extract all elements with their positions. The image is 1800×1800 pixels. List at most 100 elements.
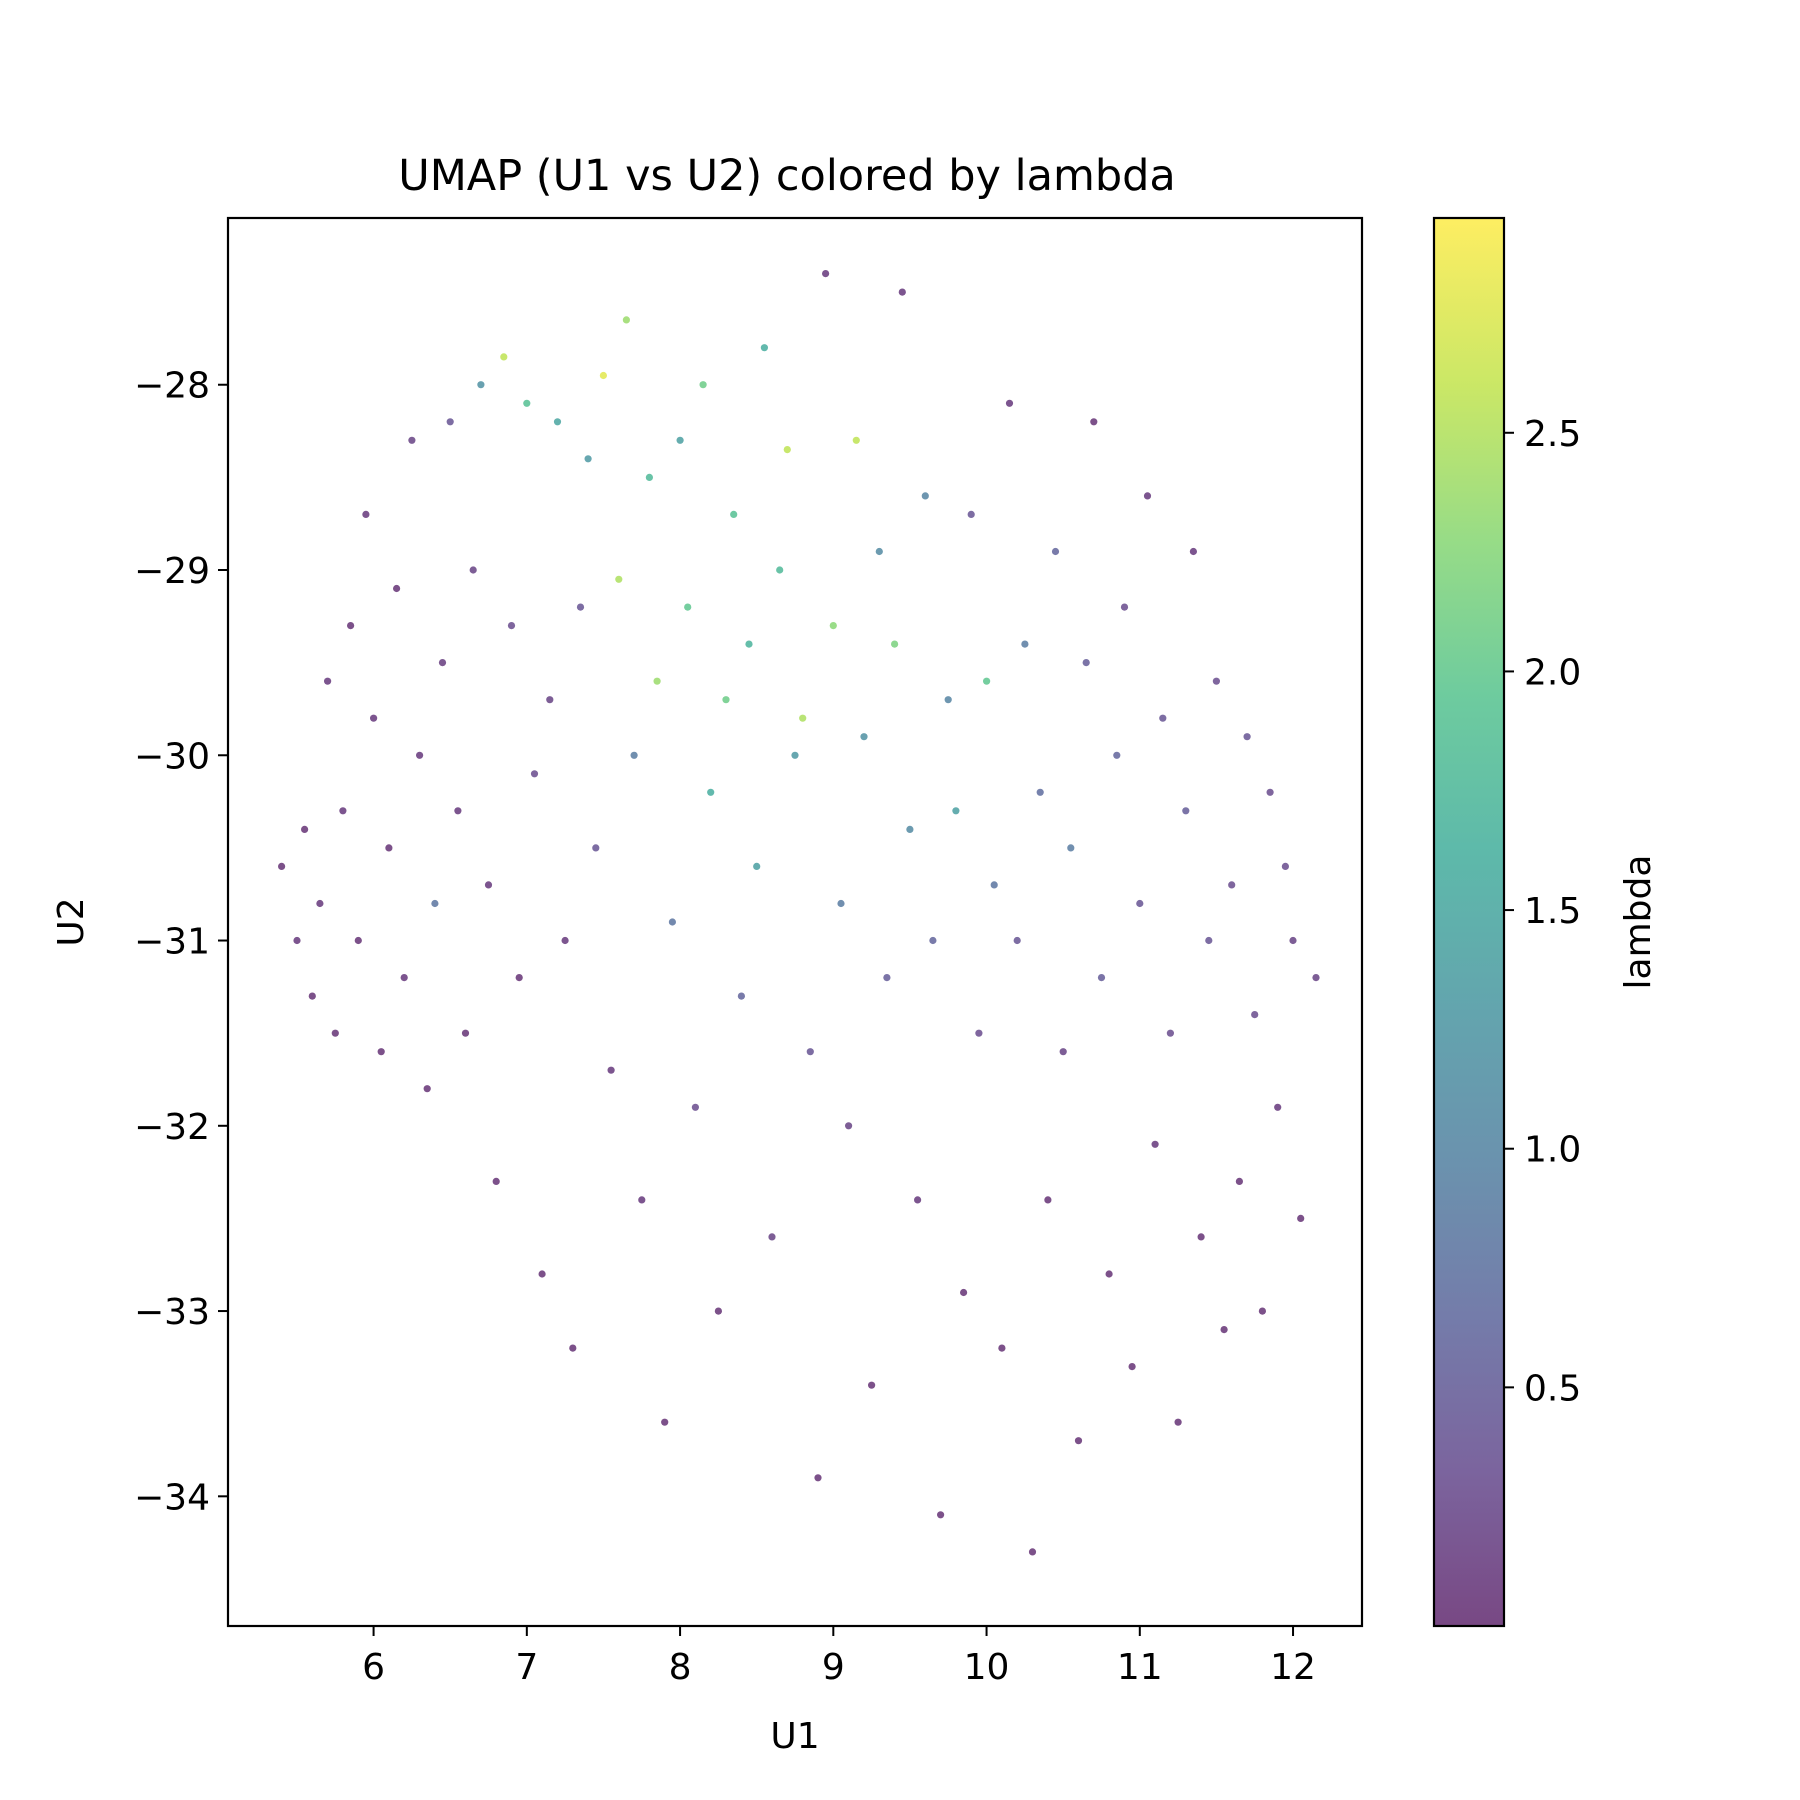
colorbar [1434,218,1504,1626]
scatter-point [293,937,300,944]
scatter-point [830,622,837,629]
scatter-point [1205,937,1212,944]
scatter-point [1175,1419,1182,1426]
scatter-point [1144,492,1151,499]
scatter-point [1037,789,1044,796]
scatter-point [324,678,331,685]
scatter-point [554,418,561,425]
scatter-point [531,770,538,777]
scatter-point [585,455,592,462]
scatter-point [1098,974,1105,981]
scatter-point [439,659,446,666]
scatter-point [814,1474,821,1481]
y-tick-label: −30 [134,736,210,777]
scatter-point [761,344,768,351]
scatter-point [401,974,408,981]
scatter-point [424,1085,431,1092]
scatter-point [1014,937,1021,944]
scatter-point [945,696,952,703]
scatter-point [845,1122,852,1129]
scatter-point [562,937,569,944]
scatter-point [784,446,791,453]
scatter-point [899,289,906,296]
x-tick-label: 8 [669,1647,692,1688]
scatter-point [991,881,998,888]
scatter-point [968,511,975,518]
scatter-point [309,993,316,1000]
scatter-point [876,548,883,555]
scatter-point [470,566,477,573]
scatter-point [1274,1104,1281,1111]
colorbar-tick-label: 0.5 [1524,1368,1581,1409]
scatter-point [362,511,369,518]
scatter-point [1029,1548,1036,1555]
scatter-point [615,576,622,583]
scatter-point [669,918,676,925]
scatter-point [730,511,737,518]
scatter-point [1297,1215,1304,1222]
scatter-point [493,1178,500,1185]
scatter-point [654,678,661,685]
colorbar-tick-label: 1.0 [1524,1130,1581,1171]
scatter-point [370,715,377,722]
y-tick-label: −28 [134,366,210,407]
scatter-point [316,900,323,907]
colorbar-ticks: 0.5 1.0 1.5 2.0 2.5 [1504,414,1581,1410]
scatter-point [1044,1196,1051,1203]
scatter-point [1259,1308,1266,1315]
y-tick-label: −31 [134,922,210,963]
scatter-point [822,270,829,277]
chart-title: UMAP (U1 vs U2) colored by lambda [398,151,1176,201]
scatter-point [516,974,523,981]
scatter-point [715,1308,722,1315]
x-tick-label: 10 [964,1647,1010,1688]
scatter-point [776,566,783,573]
scatter-point [508,622,515,629]
scatter-point [853,437,860,444]
scatter-point [1182,807,1189,814]
scatter-point [301,826,308,833]
scatter-point [339,807,346,814]
scatter-point [1267,789,1274,796]
x-tick-label: 7 [515,1647,538,1688]
scatter-point [416,752,423,759]
scatter-point [1289,937,1296,944]
scatter-point [1312,974,1319,981]
scatter-point [454,807,461,814]
scatter-point [431,900,438,907]
scatter-point [753,863,760,870]
scatter-point [1052,548,1059,555]
scatter-point [883,974,890,981]
scatter-point [914,1196,921,1203]
colorbar-tick-label: 1.5 [1524,891,1581,932]
scatter-point [1113,752,1120,759]
x-tick-label: 12 [1270,1647,1316,1688]
y-axis-label: U2 [51,897,92,946]
scatter-point [539,1270,546,1277]
scatter-point [807,1048,814,1055]
scatter-point [891,641,898,648]
scatter-point [355,937,362,944]
scatter-point [608,1067,615,1074]
scatter-point [1075,1437,1082,1444]
scatter-point [1106,1270,1113,1277]
scatter-point [1159,715,1166,722]
scatter-point [722,696,729,703]
scatter-point [623,316,630,323]
colorbar-label: lambda [1618,855,1659,990]
scatter-point [332,1030,339,1037]
scatter-point [1198,1233,1205,1240]
scatter-point [707,789,714,796]
scatter-point [700,381,707,388]
x-axis-ticks: 6 7 8 9 10 11 12 [362,1626,1316,1688]
scatter-point [1190,548,1197,555]
scatter-point [1228,881,1235,888]
scatter-point [684,604,691,611]
scatter-point [1121,604,1128,611]
scatter-point [998,1345,1005,1352]
x-tick-label: 9 [822,1647,845,1688]
scatter-point [1251,1011,1258,1018]
scatter-point [485,881,492,888]
y-tick-label: −33 [134,1292,210,1333]
